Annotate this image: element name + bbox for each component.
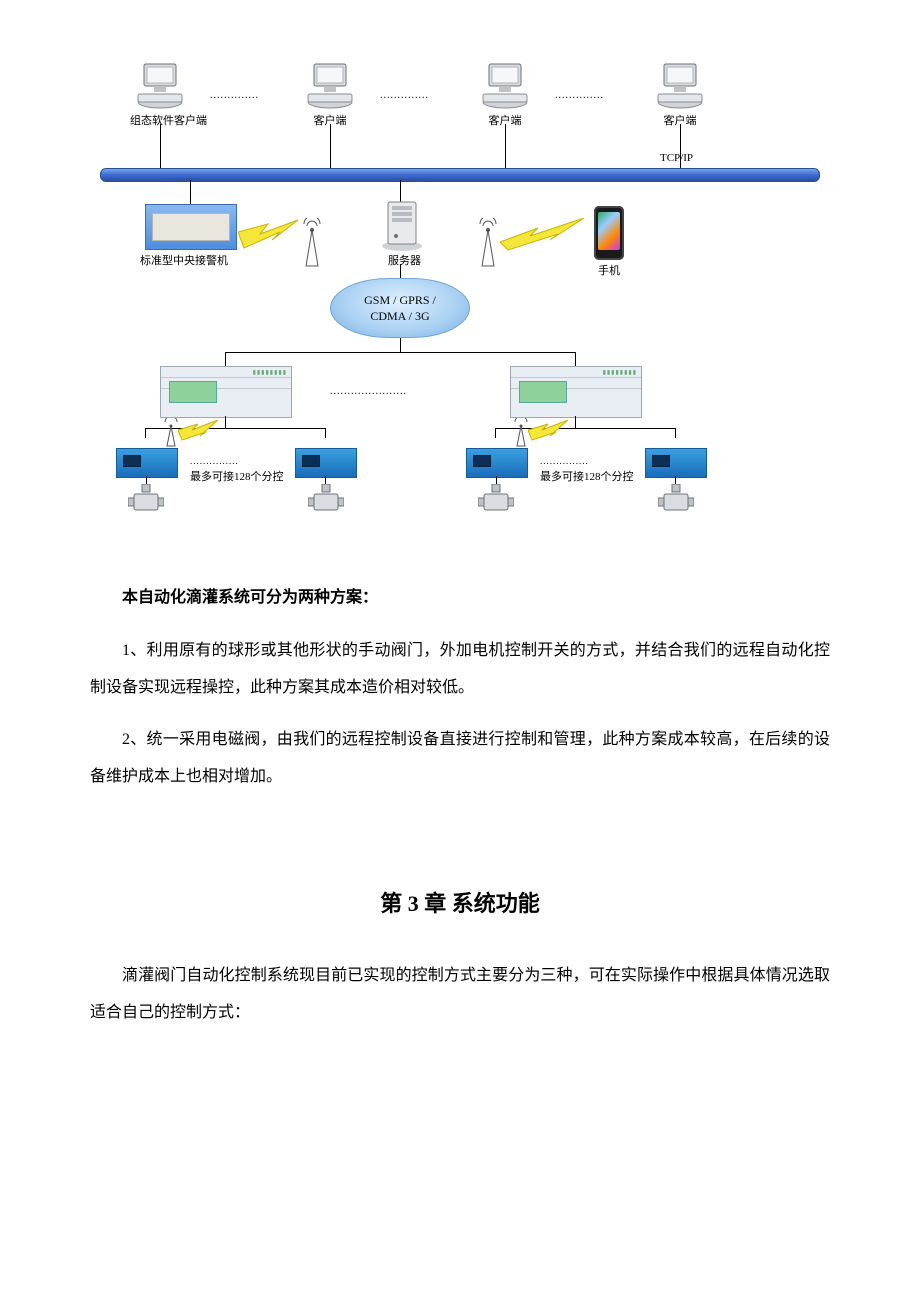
rtu-controller: ▮▮▮▮▮▮▮▮	[160, 366, 292, 418]
sub-controller	[116, 448, 178, 478]
cloud-text-2: CDMA / 3G	[331, 309, 469, 325]
bus-label: TCP/IP	[660, 152, 693, 164]
connector-line	[505, 124, 506, 168]
body-text-section: 本自动化滴灌系统可分为两种方案： 1、利用原有的球形或其他形状的手动阀门，外加电…	[90, 580, 830, 796]
valve-icon	[128, 484, 164, 518]
client-3: 客户端	[650, 60, 710, 128]
receiver-label: 标准型中央接警机	[140, 252, 228, 268]
valve-icon	[308, 484, 344, 518]
connector-line	[225, 416, 226, 428]
server-icon	[378, 198, 426, 252]
phone-label: 手机	[598, 262, 620, 278]
client-config-software: 组态软件客户端	[130, 60, 190, 128]
lightning-icon	[238, 218, 304, 252]
body-text-section-2: 滴灌阀门自动化控制系统现目前已实现的控制方式主要分为三种，可在实际操作中根据具体…	[90, 958, 830, 1032]
connector-line	[330, 124, 331, 168]
antenna-icon	[476, 218, 500, 268]
ellipsis-icon: ......................	[330, 386, 407, 397]
computer-icon	[300, 60, 360, 110]
connector-line	[190, 180, 191, 204]
network-topology-diagram: 组态软件客户端 客户端 客户端	[100, 60, 820, 520]
valve-icon	[658, 484, 694, 518]
section-heading: 本自动化滴灌系统可分为两种方案：	[90, 580, 830, 617]
sub-controller	[295, 448, 357, 478]
connector-line	[575, 352, 576, 366]
computer-icon	[475, 60, 535, 110]
computer-icon	[650, 60, 710, 110]
ellipsis-icon: ..............	[210, 90, 259, 101]
computer-icon	[130, 60, 190, 110]
connector-line	[675, 428, 676, 438]
paragraph-1: 1、利用原有的球形或其他形状的手动阀门，外加电机控制开关的方式，并结合我们的远程…	[90, 633, 830, 707]
sub-controller	[645, 448, 707, 478]
tcpip-bus	[100, 168, 820, 182]
connector-line	[225, 352, 226, 366]
chapter-title: 第 3 章 系统功能	[90, 886, 830, 918]
alarm-receiver	[145, 204, 237, 250]
sub-controller	[466, 448, 528, 478]
phone-icon	[594, 206, 624, 260]
cloud-text-1: GSM / GPRS /	[331, 293, 469, 309]
connector-line	[225, 352, 575, 353]
server-label: 服务器	[388, 252, 421, 268]
connector-line	[575, 416, 576, 428]
paragraph-2: 2、统一采用电磁阀，由我们的远程控制设备直接进行控制和管理，此种方案成本较高，在…	[90, 722, 830, 796]
connector-line	[325, 428, 326, 438]
ellipsis-icon: ..............	[555, 90, 604, 101]
rtu-controller: ▮▮▮▮▮▮▮▮	[510, 366, 642, 418]
paragraph-3: 滴灌阀门自动化控制系统现目前已实现的控制方式主要分为三种，可在实际操作中根据具体…	[90, 958, 830, 1032]
lightning-icon	[528, 420, 572, 442]
sub-note: 最多可接128个分控	[540, 468, 634, 484]
connector-line	[495, 428, 496, 438]
lightning-icon	[178, 420, 222, 442]
document-page: 组态软件客户端 客户端 客户端	[0, 0, 920, 1128]
connector-line	[160, 124, 161, 168]
client-1: 客户端	[300, 60, 360, 128]
valve-icon	[478, 484, 514, 518]
ellipsis-icon: ..............	[380, 90, 429, 101]
lightning-icon	[500, 218, 590, 252]
network-cloud: GSM / GPRS / CDMA / 3G	[330, 278, 470, 338]
connector-line	[400, 338, 401, 352]
ellipsis-icon: ...............	[540, 456, 589, 466]
sub-note: 最多可接128个分控	[190, 468, 284, 484]
ellipsis-icon: ...............	[190, 456, 239, 466]
client-2: 客户端	[475, 60, 535, 128]
connector-line	[145, 428, 146, 438]
